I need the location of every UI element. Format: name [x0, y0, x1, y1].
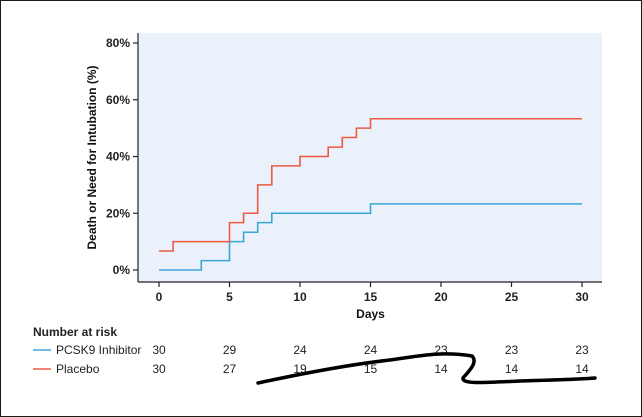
- handwritten-scribble: [256, 352, 597, 385]
- risk-value: 30: [152, 343, 166, 357]
- x-tick-label: 15: [364, 290, 378, 304]
- y-tick-label: 40%: [106, 150, 130, 164]
- series-layer: [159, 117, 582, 271]
- risk-value: 29: [223, 343, 237, 357]
- y-tick-label: 60%: [106, 93, 130, 107]
- risk-value: 30: [152, 362, 166, 376]
- axes: 0% 20% 40% 60% 80% 0 5 10 15 20 25 30: [106, 33, 602, 304]
- risk-table: Number at risk PCSK9 Inhibitor 30 29 24 24 23…: [33, 325, 589, 376]
- x-tick-label: 10: [293, 290, 307, 304]
- risk-value: 24: [364, 343, 378, 357]
- risk-value: 27: [223, 362, 237, 376]
- x-tick-label: 25: [505, 290, 519, 304]
- risk-row-label: Placebo: [56, 362, 100, 376]
- x-tick-label: 20: [434, 290, 448, 304]
- x-tick-label: 30: [575, 290, 589, 304]
- y-tick-label: 0%: [113, 263, 131, 277]
- risk-value: 14: [505, 362, 519, 376]
- risk-value: 23: [575, 343, 589, 357]
- risk-table-title: Number at risk: [33, 325, 117, 339]
- risk-value: 15: [364, 362, 378, 376]
- risk-value: 14: [434, 362, 448, 376]
- y-tick-label: 80%: [106, 36, 130, 50]
- series-line-placebo: [159, 117, 582, 252]
- x-tick-label: 0: [156, 290, 163, 304]
- y-tick-label: 20%: [106, 206, 130, 220]
- plot-area: [138, 33, 602, 282]
- risk-value: 24: [293, 343, 307, 357]
- risk-row-label: PCSK9 Inhibitor: [56, 343, 141, 357]
- x-axis-title: Days: [356, 307, 385, 321]
- risk-value: 23: [505, 343, 519, 357]
- x-tick-label: 5: [226, 290, 233, 304]
- risk-value: 14: [575, 362, 589, 376]
- y-axis-title: Death or Need for Intubation (%): [85, 66, 99, 250]
- series-line-pcsk9: [159, 203, 582, 271]
